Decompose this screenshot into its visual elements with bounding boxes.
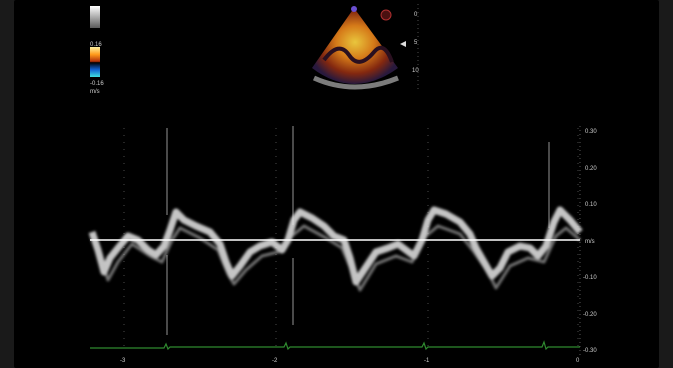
velocity-tick--0.30: -0.30 [583, 348, 597, 354]
velocity-tick-0.20: 0.20 [585, 166, 597, 172]
ultrasound-display: 0.16 -0.16 m/s 0 5 10 [14, 0, 659, 368]
color-scale-max-label: 0.16 [90, 42, 102, 48]
velocity-tick-0.10: 0.10 [585, 202, 597, 208]
depth-tick-10: 10 [412, 68, 419, 74]
grayscale-bar [90, 6, 100, 28]
doppler-trace-area: 0 5 10 0.30 [88, 4, 597, 364]
tissue-doppler-waveform [88, 206, 583, 292]
focus-marker-icon [400, 41, 406, 47]
time-axis: -3 -2 -1 0 [120, 358, 580, 364]
time-tick--3: -3 [120, 358, 126, 364]
time-grid [123, 128, 579, 350]
velocity-tick--0.10: -0.10 [583, 275, 597, 281]
depth-scale: 0 5 10 [412, 4, 419, 92]
depth-tick-0: 0 [414, 12, 418, 18]
velocity-tick--0.20: -0.20 [583, 312, 597, 318]
time-tick-0: 0 [576, 358, 580, 364]
velocity-tick-0.30: 0.30 [585, 129, 597, 135]
time-tick--2: -2 [272, 358, 278, 364]
depth-tick-5: 5 [414, 40, 418, 46]
artifact-spikes [166, 126, 550, 335]
color-scale-min-label: -0.16 [90, 81, 104, 87]
echo-sector-thumbnail [312, 6, 399, 90]
orientation-marker-icon [380, 9, 392, 21]
time-tick--1: -1 [424, 358, 430, 364]
velocity-axis: 0.30 0.20 0.10 m/s -0.10 -0.20 -0.30 [579, 126, 597, 356]
ecg-trace [90, 340, 580, 351]
velocity-unit-label: m/s [585, 239, 595, 245]
color-scale-unit: m/s [90, 89, 100, 95]
color-velocity-scale [90, 47, 100, 77]
